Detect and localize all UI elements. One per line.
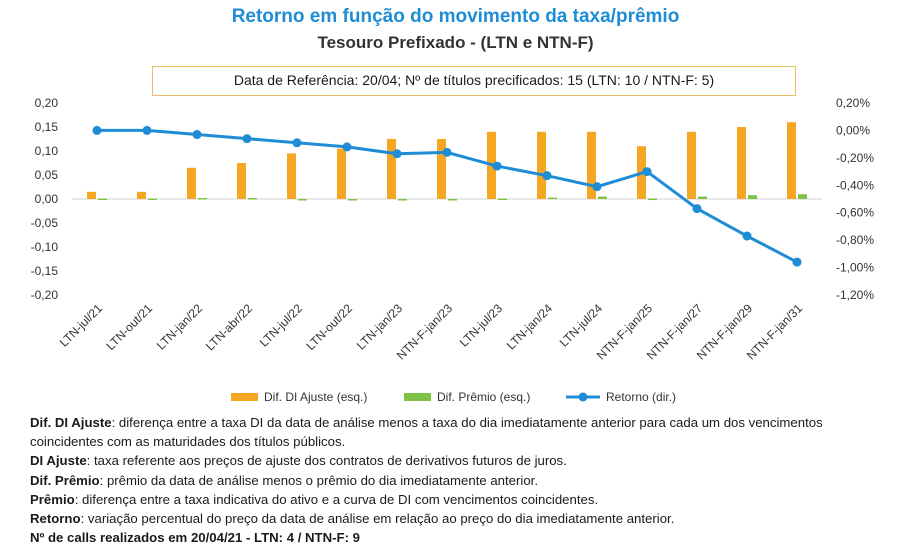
bar-dif-premio bbox=[798, 194, 807, 199]
x-category-label: LTN-jul/23 bbox=[457, 301, 506, 350]
bar-dif-premio bbox=[548, 197, 557, 200]
note-dif-premio: Dif. Prêmio: prêmio da data de análise m… bbox=[30, 472, 538, 488]
point-retorno bbox=[592, 182, 602, 192]
x-category-label: LTN-out/21 bbox=[103, 301, 155, 353]
y-left-tick-label: -0,20 bbox=[31, 288, 59, 302]
bar-dif-di-ajuste bbox=[137, 191, 146, 199]
x-category-label: LTN-jul/22 bbox=[257, 301, 306, 350]
point-retorno bbox=[742, 231, 752, 241]
y-left-tick-label: -0,05 bbox=[31, 216, 59, 230]
bar-dif-di-ajuste bbox=[537, 131, 546, 199]
bar-dif-di-ajuste bbox=[337, 148, 346, 199]
y-left-tick-label: 0,15 bbox=[35, 120, 59, 134]
x-category-label: LTN-jan/24 bbox=[504, 301, 555, 352]
bar-dif-di-ajuste bbox=[787, 122, 796, 199]
y-left-tick-label: -0,10 bbox=[31, 240, 59, 254]
bar-dif-premio bbox=[448, 199, 457, 201]
point-retorno bbox=[342, 142, 352, 152]
bar-dif-premio bbox=[748, 195, 757, 199]
y-left-tick-label: 0,00 bbox=[35, 192, 59, 206]
point-retorno bbox=[292, 138, 302, 148]
y-left-tick-label: -0,15 bbox=[31, 264, 59, 278]
bar-dif-di-ajuste bbox=[87, 191, 96, 199]
legend-marker-retorno bbox=[578, 392, 588, 402]
point-retorno bbox=[92, 125, 102, 135]
y-right-tick-label: -0,80% bbox=[836, 233, 874, 247]
y-right-tick-label: -0,40% bbox=[836, 178, 874, 192]
bar-dif-di-ajuste bbox=[587, 131, 596, 199]
legend-label-dif-premio: Dif. Prêmio (esq.) bbox=[437, 390, 530, 404]
note-di-ajuste: DI Ajuste: taxa referente aos preços de … bbox=[30, 453, 567, 469]
y-right-tick-label: -0,60% bbox=[836, 206, 874, 220]
note-retorno: Retorno: variação percentual do preço da… bbox=[30, 511, 675, 527]
x-category-label: LTN-jan/22 bbox=[154, 301, 205, 352]
note-dif-di-ajuste: Dif. DI Ajuste: diferença entre a taxa D… bbox=[30, 415, 823, 450]
chart-area: 0,20 0,15 0,10 0,05 0,00 -0,05 -0,10 -0,15 -0,20… bbox=[31, 96, 875, 404]
chart-title: Retorno em função do movimento da taxa/p… bbox=[231, 6, 680, 27]
x-category-label: LTN-jul/21 bbox=[57, 301, 106, 350]
bar-dif-premio bbox=[598, 196, 607, 199]
y-left-tick-label: 0,05 bbox=[35, 168, 59, 182]
legend-label-retorno: Retorno (dir.) bbox=[606, 390, 676, 404]
x-category-label: LTN-out/22 bbox=[303, 301, 355, 353]
bar-dif-di-ajuste bbox=[187, 167, 196, 199]
bar-dif-di-ajuste bbox=[687, 131, 696, 199]
chart-subtitle: Tesouro Prefixado - (LTN e NTN-F) bbox=[317, 33, 594, 52]
point-retorno bbox=[792, 257, 802, 267]
note-premio: Prêmio: diferença entre a taxa indicativ… bbox=[30, 491, 599, 507]
legend-swatch-dif-di-ajuste bbox=[231, 393, 258, 401]
bar-dif-di-ajuste bbox=[437, 139, 446, 199]
legend-label-dif-di-ajuste: Dif. DI Ajuste (esq.) bbox=[264, 390, 367, 404]
bar-dif-di-ajuste bbox=[737, 127, 746, 199]
bar-dif-premio bbox=[298, 199, 307, 201]
bar-dif-di-ajuste bbox=[387, 139, 396, 199]
y-right-tick-label: -0,20% bbox=[836, 151, 874, 165]
y-left-tick-label: 0,20 bbox=[35, 96, 59, 110]
bar-dif-premio bbox=[498, 198, 507, 201]
legend-swatch-dif-premio bbox=[404, 393, 431, 401]
point-retorno bbox=[492, 161, 502, 171]
point-retorno bbox=[192, 130, 202, 140]
bar-dif-premio bbox=[198, 198, 207, 200]
x-category-label: LTN-abr/22 bbox=[203, 301, 255, 353]
calls-line: Nº de calls realizados em 20/04/21 - LTN… bbox=[30, 530, 360, 546]
point-retorno bbox=[142, 125, 152, 135]
bar-dif-di-ajuste bbox=[237, 163, 246, 199]
point-retorno bbox=[542, 171, 552, 181]
bar-dif-premio bbox=[348, 199, 357, 201]
point-retorno bbox=[692, 204, 702, 214]
y-right-tick-label: 0,00% bbox=[836, 123, 870, 137]
y-right-tick-label: -1,00% bbox=[836, 261, 874, 275]
bar-dif-premio bbox=[248, 198, 257, 200]
bar-dif-premio bbox=[148, 198, 157, 201]
y-left-tick-label: 0,10 bbox=[35, 144, 59, 158]
bar-dif-di-ajuste bbox=[287, 153, 296, 199]
reference-box: Data de Referência: 20/04; Nº de títulos… bbox=[152, 66, 796, 96]
bar-dif-premio bbox=[398, 199, 407, 201]
point-retorno bbox=[442, 147, 452, 157]
notes-section: Dif. DI Ajuste: diferença entre a taxa D… bbox=[30, 413, 890, 547]
y-right-tick-label: 0,20% bbox=[836, 96, 870, 110]
x-category-label: LTN-jul/24 bbox=[557, 301, 606, 350]
point-retorno bbox=[642, 167, 652, 177]
bar-dif-premio bbox=[98, 198, 107, 201]
point-retorno bbox=[392, 149, 402, 159]
point-retorno bbox=[242, 134, 252, 144]
y-right-tick-label: -1,20% bbox=[836, 288, 874, 302]
x-category-label: LTN-jan/23 bbox=[354, 301, 405, 352]
bar-dif-premio bbox=[698, 196, 707, 199]
bar-dif-premio bbox=[648, 198, 657, 201]
